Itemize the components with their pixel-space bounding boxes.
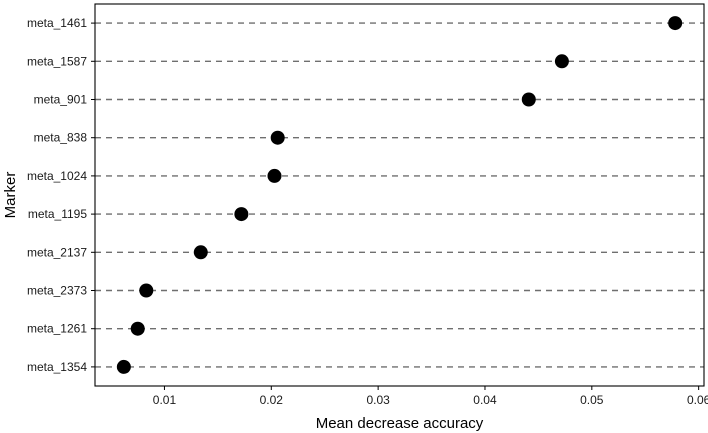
point-layer: [116, 16, 683, 374]
x-tick-label: 0.03: [366, 393, 390, 407]
x-tick-label: 0.05: [580, 393, 604, 407]
data-point: [193, 245, 208, 260]
y-tick-label: meta_1195: [28, 207, 87, 221]
data-point: [267, 168, 282, 183]
y-tick-label: meta_1587: [27, 54, 87, 68]
y-tick-layer: meta_1461 meta_1587 meta_901 meta_838 meta_1…: [27, 16, 95, 374]
x-tick-label: 0.02: [260, 393, 284, 407]
x-tick-label: 0.06: [687, 393, 708, 407]
data-point: [139, 283, 154, 298]
y-tick-label: meta_2137: [27, 245, 87, 259]
data-point: [668, 16, 683, 31]
x-tick-label: 0.01: [153, 393, 177, 407]
y-tick-label: meta_901: [34, 93, 88, 107]
data-point: [130, 321, 145, 336]
plot-frame: [94, 3, 705, 387]
y-tick-label: meta_1261: [27, 322, 87, 336]
y-tick-label: meta_1024: [27, 169, 87, 183]
x-axis-title: Mean decrease accuracy: [316, 415, 484, 432]
data-point: [521, 92, 536, 107]
grid-layer: [95, 22, 704, 368]
x-tick-label: 0.04: [473, 393, 497, 407]
y-tick-label: meta_1461: [27, 16, 87, 30]
y-axis-title: Marker: [2, 172, 19, 219]
data-point: [554, 54, 569, 69]
data-point: [116, 359, 131, 374]
y-tick-label: meta_1354: [27, 360, 87, 374]
data-point: [270, 130, 285, 145]
data-point: [234, 207, 249, 222]
y-tick-label: meta_838: [34, 131, 88, 145]
x-tick-layer: 0.01 0.02 0.03 0.04 0.05 0.06: [153, 386, 708, 407]
y-tick-label: meta_2373: [27, 284, 87, 298]
